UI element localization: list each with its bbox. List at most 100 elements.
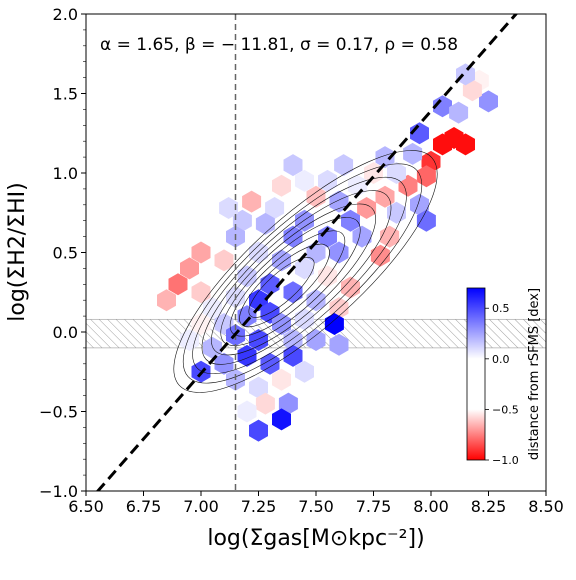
hex-bin: [456, 133, 475, 156]
hex-bin: [410, 193, 429, 216]
hex-bin: [191, 241, 211, 264]
hex-bin: [249, 376, 268, 399]
hex-bin: [232, 209, 252, 232]
colorbar-label: distance from rSFMS [dex]: [527, 288, 542, 460]
hex-bin: [341, 209, 360, 232]
density-contour: [173, 150, 438, 393]
hex-bin: [295, 308, 314, 331]
hex-bin: [237, 344, 257, 367]
plot-area: [86, 14, 546, 491]
hex-bin: [260, 273, 280, 296]
hex-bin: [249, 329, 268, 351]
hex-bin: [329, 333, 349, 356]
hex-bin: [214, 249, 234, 272]
hex-bin: [283, 329, 303, 351]
x-tick-label: 7.75: [356, 497, 392, 516]
hex-bin: [255, 392, 275, 415]
colorbar-tick-label: 0.0: [492, 353, 510, 366]
hex-bin: [219, 197, 239, 219]
density-contour: [220, 217, 361, 346]
hex-bin: [278, 392, 298, 415]
x-tick-label: 6.50: [68, 497, 104, 516]
hex-bin: [416, 209, 436, 232]
y-tick-label: 2.0: [53, 5, 78, 24]
colorbar-tick-label: −0.5: [492, 403, 519, 416]
hex-bin: [324, 313, 344, 335]
colorbar-gradient: [466, 287, 486, 461]
hex-bin: [203, 336, 222, 359]
hex-bin: [318, 225, 337, 248]
y-tick-label: −0.5: [39, 403, 78, 422]
hex-bin: [329, 190, 349, 213]
x-tick-label: 8.50: [528, 497, 564, 516]
density-contour: [201, 190, 392, 365]
y-tick-label: 0.0: [53, 323, 78, 342]
y-tick-label: 0.5: [53, 244, 78, 263]
density-contour: [192, 176, 407, 375]
hex-bin: [295, 169, 314, 192]
hex-bin: [456, 63, 475, 86]
hex-bin: [260, 352, 280, 375]
x-tick-label: 7.50: [298, 497, 334, 516]
hex-bin: [295, 360, 314, 383]
contour-layer: [173, 150, 438, 393]
y-tick-label: −1.0: [39, 482, 78, 501]
hex-bin: [370, 244, 390, 267]
x-tick-label: 7.00: [183, 497, 219, 516]
hex-bin: [318, 169, 337, 192]
colorbar-tick-label: −1.0: [492, 454, 519, 467]
x-tick-label: 8.00: [413, 497, 449, 516]
fit-annotation: α = 1.65, β = − 11.81, σ = 0.17, ρ = 0.5…: [100, 35, 458, 55]
x-tick-label: 7.25: [241, 497, 277, 516]
hex-bin: [283, 154, 303, 177]
hex-bin: [334, 154, 354, 177]
hex-bin: [375, 146, 395, 169]
hex-bin: [249, 419, 268, 442]
hex-bin: [357, 197, 377, 219]
x-axis: 6.50 6.75 7.00 7.25 7.50 7.75 8.00 8.25 8.50: [68, 491, 564, 516]
hex-bin: [449, 101, 469, 124]
hex-bin: [180, 329, 199, 351]
hex-bin: [433, 133, 452, 156]
density-contour: [239, 243, 330, 328]
colorbar-tick-label: 0.5: [492, 302, 510, 315]
hex-bin: [180, 257, 199, 280]
hex-bin: [375, 185, 395, 208]
hex-bin: [237, 305, 257, 328]
hex-bin: [433, 95, 452, 118]
x-axis-label: log(Σgas[M⊙kpc⁻²]): [207, 526, 424, 551]
hex-bin: [398, 174, 418, 197]
hex-bin: [329, 241, 349, 264]
density-contour: [182, 163, 423, 384]
density-contour: [248, 257, 315, 318]
density-contour: [211, 203, 376, 356]
colorbar: 0.5 0.0 −0.5 −1.0 distance from rSFMS [dex]: [466, 287, 542, 467]
hex-bin: [272, 368, 291, 391]
hex-bin: [403, 142, 423, 165]
hex-bin: [237, 400, 257, 423]
hex-bin: [295, 209, 314, 232]
hex-bin: [242, 190, 262, 213]
y-tick-label: 1.5: [53, 85, 78, 104]
hex-bin: [283, 344, 303, 367]
hex-bin: [249, 241, 268, 264]
hex-bin: [352, 225, 372, 248]
hex-bin: [249, 289, 268, 312]
hex-bin: [364, 162, 383, 184]
hex-bin: [157, 289, 176, 312]
x-tick-label: 6.75: [126, 497, 162, 516]
hex-bin: [479, 90, 498, 113]
hex-bin: [295, 257, 314, 280]
x-tick-label: 8.25: [471, 497, 507, 516]
y-axis-label: log(ΣH2/ΣHI): [5, 182, 30, 322]
fit-line: [95, 14, 519, 491]
density-contour: [229, 230, 346, 337]
hex-bin: [168, 273, 188, 296]
hex-bin: [272, 174, 291, 197]
hex-bin: [306, 329, 326, 351]
y-axis: −1.0 −0.5 0.0 0.5 1.0 1.5 2.0: [39, 5, 86, 501]
hex-bin: [283, 281, 303, 304]
y-tick-label: 1.0: [53, 164, 78, 183]
